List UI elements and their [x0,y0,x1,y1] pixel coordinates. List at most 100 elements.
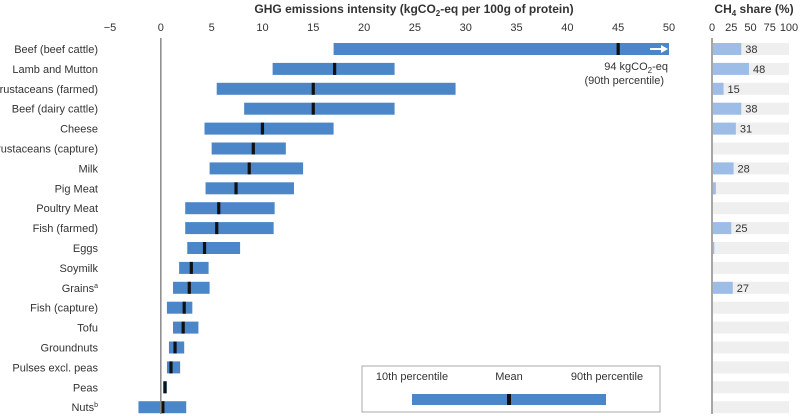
legend-mean-marker [507,394,511,405]
ghg-mean-marker [182,301,186,314]
ghg-mean-marker [187,281,191,294]
ghg-range-bar [204,122,334,135]
ghg-x-tick-label: 50 [663,22,675,34]
ghg-range-bar [209,162,304,175]
ch4-share-bar [713,222,732,235]
ch4-bar-background [713,381,789,394]
ch4-share-bar [713,162,734,175]
ghg-x-axis-ticks: −5 0 5 10 15 20 25 30 35 40 45 50 [104,22,675,34]
ghg-range-bar [173,321,199,334]
ghg-mean-marker [189,261,193,274]
category-label: Beef (dairy cattle) [12,104,98,116]
ghg-mean-marker [311,102,315,115]
ch4-bar-background [713,401,789,414]
ch4-bar-background [713,82,789,95]
ch4-x-tick-label: 25 [725,22,737,34]
ch4-chart-title: CH4 share (%) [714,2,793,18]
ghg-x-tick-label: 5 [209,22,215,34]
ch4-x-tick-label: 100 [780,22,798,34]
ghg-mean-marker [260,122,265,135]
ghg-mean-marker [247,162,251,175]
ch4-bar-background [713,261,789,274]
ch4-value-label: 38 [745,104,757,116]
ch4-share-bar [713,182,716,195]
category-label: Beef (beef cattle) [14,44,98,56]
category-label: Crustaceans (farmed) [0,84,98,96]
ghg-mean-marker [616,43,620,55]
ch4-share-bar [713,281,733,294]
category-label: Fish (farmed) [33,223,98,235]
legend-p90-label: 90th percentile [571,371,643,383]
category-label: Soymilk [59,263,98,275]
ch4-bar-background [713,142,789,155]
ch4-x-axis-ticks: 0 25 50 75 100 [709,22,798,34]
ghg-range-bar [185,222,274,235]
ghg-mean-marker [215,222,219,235]
category-label: Eggs [73,243,99,255]
ghg-mean-marker [251,142,255,155]
ch4-bar-background [713,182,789,195]
ghg-range-bar [166,301,193,314]
ghg-range-bar [166,361,181,374]
category-label: Milk [78,163,98,175]
ghg-mean-marker [311,82,315,95]
ghg-range-bar [333,43,669,55]
category-label: Peas [73,382,99,394]
category-label: Grainsa [62,283,98,295]
ghg-x-tick-label: 10 [256,22,268,34]
ch4-share-bars: 38 48 15 38 31 28 25 27 [713,43,765,295]
ghg-x-tick-label: 25 [409,22,421,34]
ghg-mean-marker [217,202,221,215]
category-label: Tofu [77,323,98,335]
ch4-value-label: 28 [738,163,750,175]
ch4-value-label: 15 [728,84,740,96]
category-label: Fish (capture) [30,303,98,315]
ghg-x-tick-label: 35 [510,22,522,34]
category-labels: Beef (beef cattle) Lamb and Mutton Crustac… [0,44,98,414]
ghg-x-tick-label: 20 [358,22,370,34]
category-label: Groundnuts [41,343,99,355]
ch4-bar-background [713,222,789,235]
ch4-value-label: 27 [737,283,749,295]
ghg-range-bar [173,281,210,294]
ch4-share-bar [713,102,742,115]
ch4-bar-background [713,202,789,215]
ghg-range-bar [205,182,294,195]
ch4-value-label: 48 [753,64,765,76]
ghg-mean-marker [173,341,177,354]
category-label: Pig Meat [55,183,98,195]
ghg-x-tick-label: 40 [561,22,573,34]
ch4-value-label: 25 [735,223,747,235]
ghg-mean-marker [161,401,165,414]
legend-p10-label: 10th percentile [376,371,448,383]
category-label: Nutsb [71,402,98,414]
ghg-x-tick-label: −5 [104,22,117,34]
ghg-mean-marker [333,62,337,75]
ch4-x-tick-label: 50 [744,22,756,34]
category-label: Poultry Meat [36,203,98,215]
ghg-range-bars [138,43,669,414]
category-label: Pulses excl. peas [12,362,98,374]
ghg-mean-marker [181,321,185,334]
ch4-share-bar [713,62,749,75]
ghg-range-bar [185,202,275,215]
ghg-range-bar [216,82,456,95]
ch4-bar-background [713,341,789,354]
ch4-share-bar [713,242,715,254]
ch4-value-label: 38 [745,44,757,56]
annotation-line1: 94 kgCO2-eq [604,61,668,75]
ghg-mean-marker [202,242,207,254]
ch4-bar-background [713,321,789,334]
ch4-share-bar [713,122,736,135]
ghg-x-tick-label: 15 [307,22,319,34]
legend: 10th percentile Mean 90th percentile [361,365,661,413]
ch4-bar-background [713,242,789,254]
ghg-range-bar [179,261,209,274]
ghg-mean-marker [163,381,167,394]
ghg-chart-title: GHG emissions intensity (kgCO2-eq per 10… [254,2,573,18]
ghg-mean-marker [169,361,173,374]
ch4-share-bar [713,43,742,55]
legend-mean-label: Mean [495,371,523,383]
category-label: Cheese [60,124,98,136]
